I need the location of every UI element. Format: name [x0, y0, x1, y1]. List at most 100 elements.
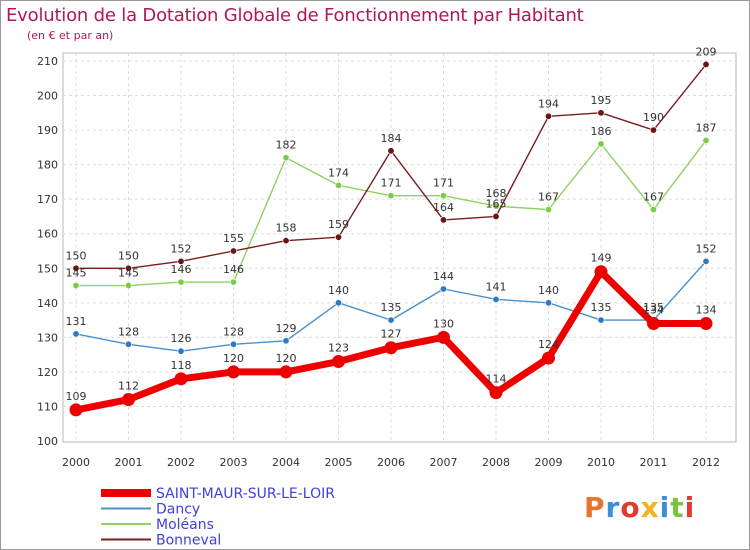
data-point: [597, 109, 605, 117]
data-label: 158: [276, 222, 297, 235]
axes: 100 110 120 130 140 150 160 170 180 190 200 210 2000…: [37, 55, 720, 469]
legend-label: Dancy: [156, 502, 200, 518]
data-label: 124: [538, 338, 559, 351]
data-label: 146: [171, 263, 192, 276]
data-label: 150: [66, 249, 87, 262]
data-point: [177, 257, 185, 265]
data-label: 145: [118, 267, 139, 280]
x-tick-label: 2007: [430, 456, 458, 469]
data-point: [334, 233, 342, 241]
data-point: [282, 237, 290, 245]
data-point: [72, 264, 80, 272]
data-point: [332, 355, 345, 369]
data-label: 190: [643, 111, 664, 124]
x-tick-label: 2009: [535, 456, 563, 469]
data-label: 135: [381, 301, 402, 314]
x-tick-label: 2005: [325, 456, 353, 469]
logo-letter: x: [640, 491, 660, 524]
data-point: [177, 278, 185, 286]
data-point: [387, 316, 395, 324]
data-label: 144: [433, 270, 454, 283]
y-tick-label: 160: [37, 228, 58, 241]
x-tick-label: 2000: [62, 456, 90, 469]
data-label: 171: [381, 177, 402, 190]
data-label: 146: [223, 263, 244, 276]
proxiti-logo: Proxiti: [584, 491, 695, 524]
logo-letter: o: [620, 491, 641, 524]
data-point: [230, 278, 238, 286]
y-tick-label: 170: [37, 193, 58, 206]
data-point: [544, 206, 552, 214]
data-point: [439, 285, 447, 293]
data-label: 195: [591, 94, 612, 107]
data-point: [230, 247, 238, 255]
data-point: [702, 136, 710, 144]
data-label: 134: [696, 304, 717, 317]
data-label: 150: [118, 249, 139, 262]
data-label: 109: [66, 390, 87, 403]
data-point: [387, 192, 395, 200]
data-label: 209: [696, 45, 717, 58]
data-label: 155: [223, 232, 244, 245]
data-point: [489, 386, 503, 400]
series-group: [69, 60, 713, 417]
data-point: [125, 282, 133, 290]
data-label: 152: [171, 242, 192, 255]
legend-label: Bonneval: [156, 533, 221, 549]
data-label: 141: [486, 280, 507, 293]
y-tick-label: 130: [37, 331, 58, 344]
logo-letter: t: [670, 491, 685, 524]
data-point: [597, 140, 605, 148]
data-point: [72, 282, 80, 290]
data-point: [122, 393, 135, 407]
y-tick-label: 100: [37, 435, 58, 448]
data-label: 174: [328, 166, 349, 179]
data-label: 135: [591, 301, 612, 314]
data-label: 131: [66, 315, 87, 328]
y-tick-label: 140: [37, 297, 58, 310]
data-point: [72, 330, 80, 338]
chart-title: Evolution de la Dotation Globale de Fonc…: [6, 5, 584, 26]
data-point: [594, 265, 608, 279]
data-point: [647, 317, 660, 331]
data-point: [649, 206, 657, 214]
data-point: [69, 403, 83, 417]
data-point: [282, 337, 290, 345]
data-label: 127: [381, 328, 402, 341]
logo-letter: i: [684, 491, 696, 524]
data-point: [544, 112, 552, 120]
x-tick-label: 2010: [587, 456, 615, 469]
data-label: 140: [328, 284, 349, 297]
legend-label: SAINT-MAUR-SUR-LE-LOIR: [156, 486, 335, 502]
data-point: [437, 330, 450, 344]
data-point: [544, 299, 552, 307]
data-label: 120: [276, 352, 297, 365]
data-point: [649, 126, 657, 134]
data-label: 135: [643, 301, 664, 314]
y-tick-label: 200: [37, 90, 58, 103]
data-point: [597, 316, 605, 324]
data-point: [492, 295, 500, 303]
data-label: 159: [328, 218, 349, 231]
data-label: 171: [433, 177, 454, 190]
data-point: [125, 264, 133, 272]
logo-letter: P: [584, 491, 606, 524]
data-label: 128: [118, 325, 139, 338]
data-label: 130: [433, 317, 454, 330]
data-label: 134: [643, 304, 664, 317]
data-point: [230, 340, 238, 348]
data-point: [492, 202, 500, 210]
data-label: 164: [433, 201, 454, 214]
data-label: 194: [538, 97, 559, 110]
data-point: [387, 147, 395, 155]
data-label: 165: [486, 197, 507, 210]
data-label: 182: [276, 139, 297, 152]
x-tick-label: 2008: [482, 456, 510, 469]
data-point: [334, 299, 342, 307]
data-label: 187: [696, 121, 717, 134]
x-tick-label: 2001: [115, 456, 143, 469]
data-point: [492, 212, 500, 220]
data-point: [542, 351, 555, 365]
